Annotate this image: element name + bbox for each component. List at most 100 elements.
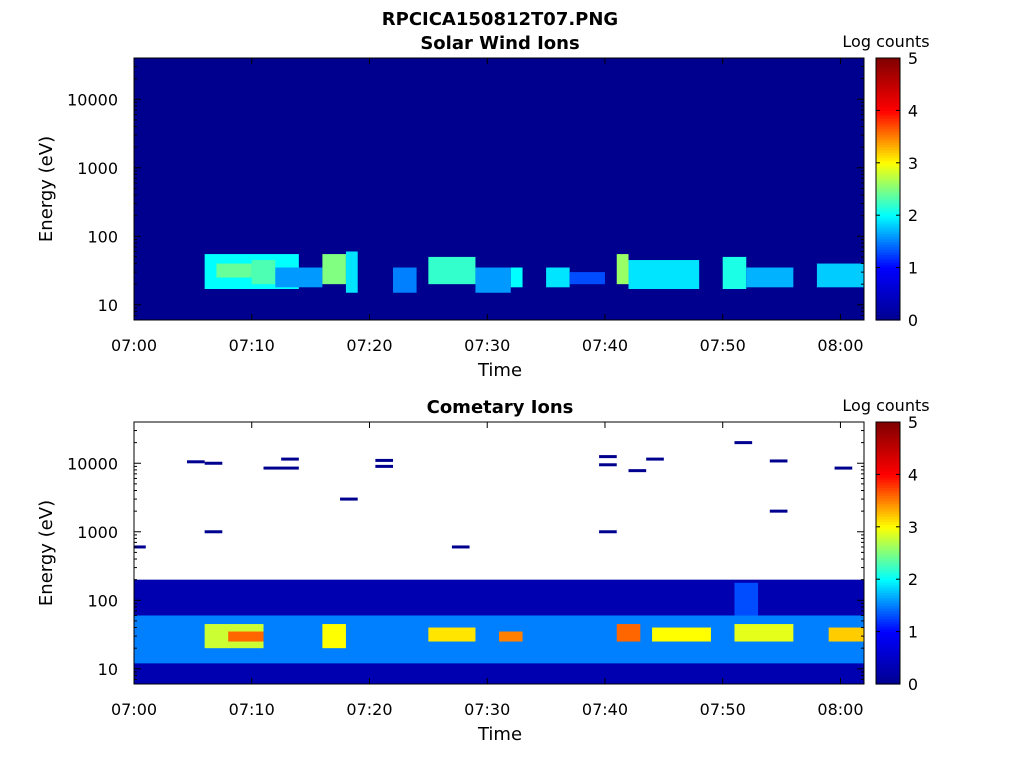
plot-frame (133, 421, 865, 685)
colorbar-segment (876, 293, 900, 298)
colorbar-segment (876, 492, 900, 496)
x-tick-label: 07:40 (582, 336, 628, 355)
colorbar-segment (876, 605, 900, 609)
colorbar-segment (876, 482, 900, 486)
colorbar-segment (876, 568, 900, 572)
colorbar-segment (876, 615, 900, 620)
x-tick-label: 07:40 (582, 700, 628, 719)
colorbar-segment (876, 668, 900, 672)
colorbar-segment (876, 618, 900, 622)
heatmap-bin (322, 254, 346, 285)
colorbar-segment (876, 154, 900, 159)
colorbar-segment (876, 487, 900, 491)
heatmap-bin (628, 260, 700, 290)
colorbar-segment (876, 529, 900, 533)
panel-solar-wind: Solar Wind Ions 07:00 07:10 07:20 07:30 07:4… (36, 32, 930, 381)
colorbar-segment (876, 547, 900, 551)
colorbar-segment (876, 636, 900, 641)
colorbar-segment (876, 432, 900, 436)
colorbar-segment (876, 435, 900, 439)
heatmap-line (769, 459, 788, 463)
colorbar-segment (876, 173, 900, 177)
colorbar-segment (876, 511, 900, 515)
colorbar-segment (876, 309, 900, 313)
colorbar-segment (876, 456, 900, 460)
colorbar-segment (876, 299, 900, 303)
colorbar-segment (876, 217, 900, 222)
colorbar-segment (876, 563, 900, 567)
colorbar-segment (876, 608, 900, 612)
colorbar-segment (876, 233, 900, 237)
heatmap-line (281, 457, 299, 461)
colorbar-segment (876, 246, 900, 250)
x-tick-label: 07:20 (346, 336, 392, 355)
colorbar-segment (876, 597, 900, 601)
colorbar-segment (876, 275, 900, 279)
x-tick-label: 07:30 (464, 336, 510, 355)
colorbar-segment (876, 113, 900, 117)
heatmap-bin (616, 624, 641, 642)
colorbar-segment (876, 123, 900, 127)
colorbar-segment (876, 178, 900, 182)
y-tick-label: 10000 (67, 454, 118, 473)
x-tick-label: 07:50 (700, 700, 746, 719)
colorbar-segment (876, 272, 900, 277)
heatmap-bin (251, 260, 276, 285)
colorbar-segment (876, 304, 900, 308)
colorbar-segment (876, 628, 900, 633)
colorbar-segment (876, 301, 900, 305)
colorbar-tick-label: 5 (908, 413, 918, 432)
heatmap-bin (828, 627, 864, 642)
heatmap-line (599, 455, 617, 459)
colorbar-label: Log counts (842, 396, 929, 415)
colorbar-segment (876, 228, 900, 232)
colorbar-segment (876, 471, 900, 475)
colorbar-segment (876, 230, 900, 235)
colorbar-segment (876, 65, 900, 70)
axes: 07:00 07:10 07:20 07:30 07:40 07:50 08:00 10 100… (67, 57, 865, 355)
y-tick-label: 10000 (67, 90, 118, 109)
colorbar-segment (876, 429, 900, 434)
colorbar: 0 1 2 3 4 5 (875, 413, 918, 694)
colorbar-segment (876, 602, 900, 606)
colorbar-segment (876, 157, 900, 161)
colorbar-segment (876, 490, 900, 494)
colorbar-segment (876, 223, 900, 227)
heatmap-area (134, 422, 864, 684)
colorbar-segment (876, 314, 900, 318)
colorbar-tick-label: 3 (908, 154, 918, 173)
colorbar-segment (876, 545, 900, 549)
heatmap-line (134, 545, 146, 549)
colorbar-segment (876, 99, 900, 104)
x-tick-label: 07:00 (111, 336, 157, 355)
colorbar-segment (876, 120, 900, 125)
heatmap-line (646, 457, 664, 461)
colorbar-segment (876, 58, 900, 62)
colorbar-segment (876, 149, 900, 153)
colorbar-segment (876, 566, 900, 570)
heatmap-bin (275, 267, 323, 288)
colorbar-segment (876, 76, 900, 80)
heatmap-bin (345, 251, 358, 293)
x-tick-label: 08:00 (817, 336, 863, 355)
colorbar-segment (876, 495, 900, 499)
colorbar-segment (876, 553, 900, 557)
colorbar-segment (876, 594, 900, 599)
x-tick-label: 07:20 (346, 700, 392, 719)
colorbar-segment (876, 644, 900, 648)
colorbar-segment (876, 170, 900, 174)
colorbar-segment (876, 458, 900, 462)
colorbar-segment (876, 663, 900, 667)
x-tick-label: 07:30 (464, 700, 510, 719)
heatmap-bin (734, 624, 794, 642)
heatmap-bin (428, 627, 476, 642)
colorbar-segment (876, 673, 900, 677)
colorbar-segment (876, 571, 900, 575)
x-axis-label: Time (477, 360, 522, 381)
colorbar-frame (875, 421, 901, 685)
colorbar-segment (876, 110, 900, 114)
colorbar-segment (876, 539, 900, 544)
colorbar-segment (876, 251, 900, 256)
panel-title: Cometary Ions (427, 397, 574, 418)
